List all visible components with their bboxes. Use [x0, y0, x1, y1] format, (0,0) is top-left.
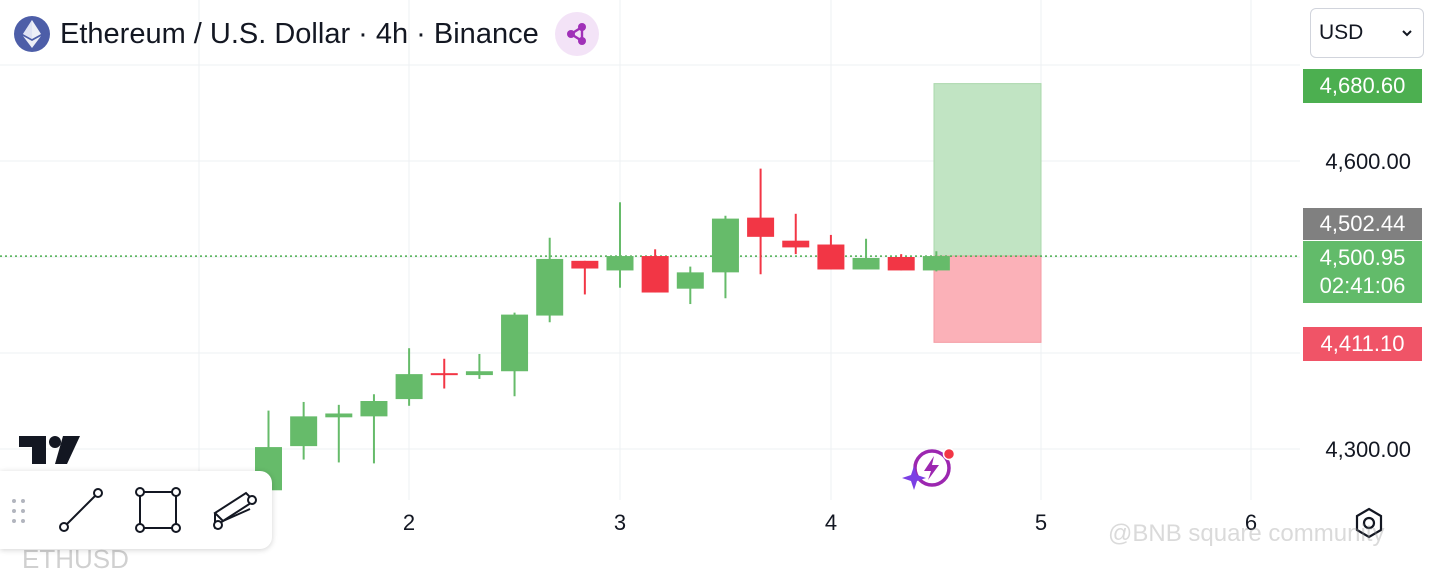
rectangle-tool-icon[interactable] [133, 485, 183, 535]
candle[interactable] [290, 401, 318, 460]
candle-body [501, 314, 529, 372]
bar-countdown: 02:41:06 [1319, 273, 1406, 298]
candles [255, 168, 950, 492]
drag-handle-icon[interactable] [10, 497, 28, 525]
candle[interactable] [536, 237, 564, 323]
candle[interactable] [501, 312, 529, 397]
chevron-down-icon [1402, 30, 1412, 37]
currency-select[interactable]: USD [1310, 8, 1424, 58]
currency-value: USD [1319, 21, 1364, 44]
candle-body [325, 413, 353, 418]
candle-body [571, 260, 599, 269]
settings-icon[interactable] [1353, 507, 1385, 539]
loss-zone [933, 255, 1042, 343]
share-button[interactable] [554, 12, 599, 56]
candle[interactable] [465, 353, 493, 379]
candle[interactable] [887, 254, 915, 271]
candle[interactable] [360, 394, 388, 464]
ai-assistant-button[interactable] [902, 446, 958, 499]
candle[interactable] [711, 215, 739, 299]
candle[interactable] [571, 260, 599, 295]
candle[interactable] [430, 358, 458, 389]
last-price-tag: 4,500.95 02:41:06 [1303, 241, 1422, 303]
candle-body [395, 374, 423, 400]
candle-body [676, 272, 704, 289]
chart-title: Ethereum / U.S. Dollar · 4h · Binance [60, 17, 539, 50]
last-price-value: 4,500.95 [1319, 245, 1406, 270]
previous-close-tag: 4,502.44 [1303, 208, 1422, 240]
x-tick-label: 4 [825, 510, 837, 535]
x-axis-labels: 2 3 4 5 6 [403, 510, 1257, 535]
candle[interactable] [641, 249, 669, 293]
x-tick-label: 6 [1245, 510, 1257, 535]
candle[interactable] [747, 168, 775, 275]
candle-body [852, 257, 880, 270]
profit-zone [933, 83, 1042, 257]
parallel-channel-tool-icon[interactable] [210, 485, 260, 535]
candle[interactable] [817, 234, 845, 270]
candle-body [465, 371, 493, 376]
candle-body [641, 256, 669, 293]
candle[interactable] [782, 213, 810, 255]
x-tick-label: 3 [614, 510, 626, 535]
candle[interactable] [606, 202, 634, 288]
candle-body [747, 217, 775, 237]
y-tick-label: 4,300.00 [1325, 437, 1411, 462]
target-price-tag: 4,680.60 [1303, 69, 1422, 103]
drawing-toolbar [0, 471, 272, 549]
chart-header: Ethereum / U.S. Dollar · 4h · Binance [14, 12, 599, 56]
lightning-sparkle-icon [902, 447, 956, 490]
watermark: @BNB square community [1108, 520, 1385, 547]
candle-body [606, 256, 634, 271]
candle-body [430, 373, 458, 376]
stop-price-tag: 4,411.10 [1303, 327, 1422, 361]
candle[interactable] [922, 251, 950, 272]
chart-grid [0, 0, 1300, 500]
candle-body [782, 240, 810, 248]
trend-line-tool-icon[interactable] [56, 485, 106, 535]
x-tick-label: 5 [1035, 510, 1047, 535]
share-icon [566, 23, 586, 45]
candle[interactable] [676, 266, 704, 305]
candle-body [887, 257, 915, 271]
tradingview-logo [19, 436, 80, 464]
candle-body [817, 244, 845, 270]
candle-body [711, 218, 739, 273]
y-axis-labels: 4,300.00 4,600.00 [1325, 149, 1411, 462]
candle[interactable] [325, 404, 353, 463]
position-zones [933, 83, 1042, 343]
ethereum-icon [14, 16, 50, 52]
candle[interactable] [852, 238, 880, 270]
candle[interactable] [395, 348, 423, 406]
candle-body [360, 401, 388, 417]
candle-body [922, 256, 950, 271]
candle-body [536, 258, 564, 316]
y-tick-label: 4,600.00 [1325, 149, 1411, 174]
candle-body [290, 416, 318, 447]
price-chart[interactable]: 4,300.00 4,600.00 2 3 4 5 6 [0, 0, 1444, 561]
x-tick-label: 2 [403, 510, 415, 535]
